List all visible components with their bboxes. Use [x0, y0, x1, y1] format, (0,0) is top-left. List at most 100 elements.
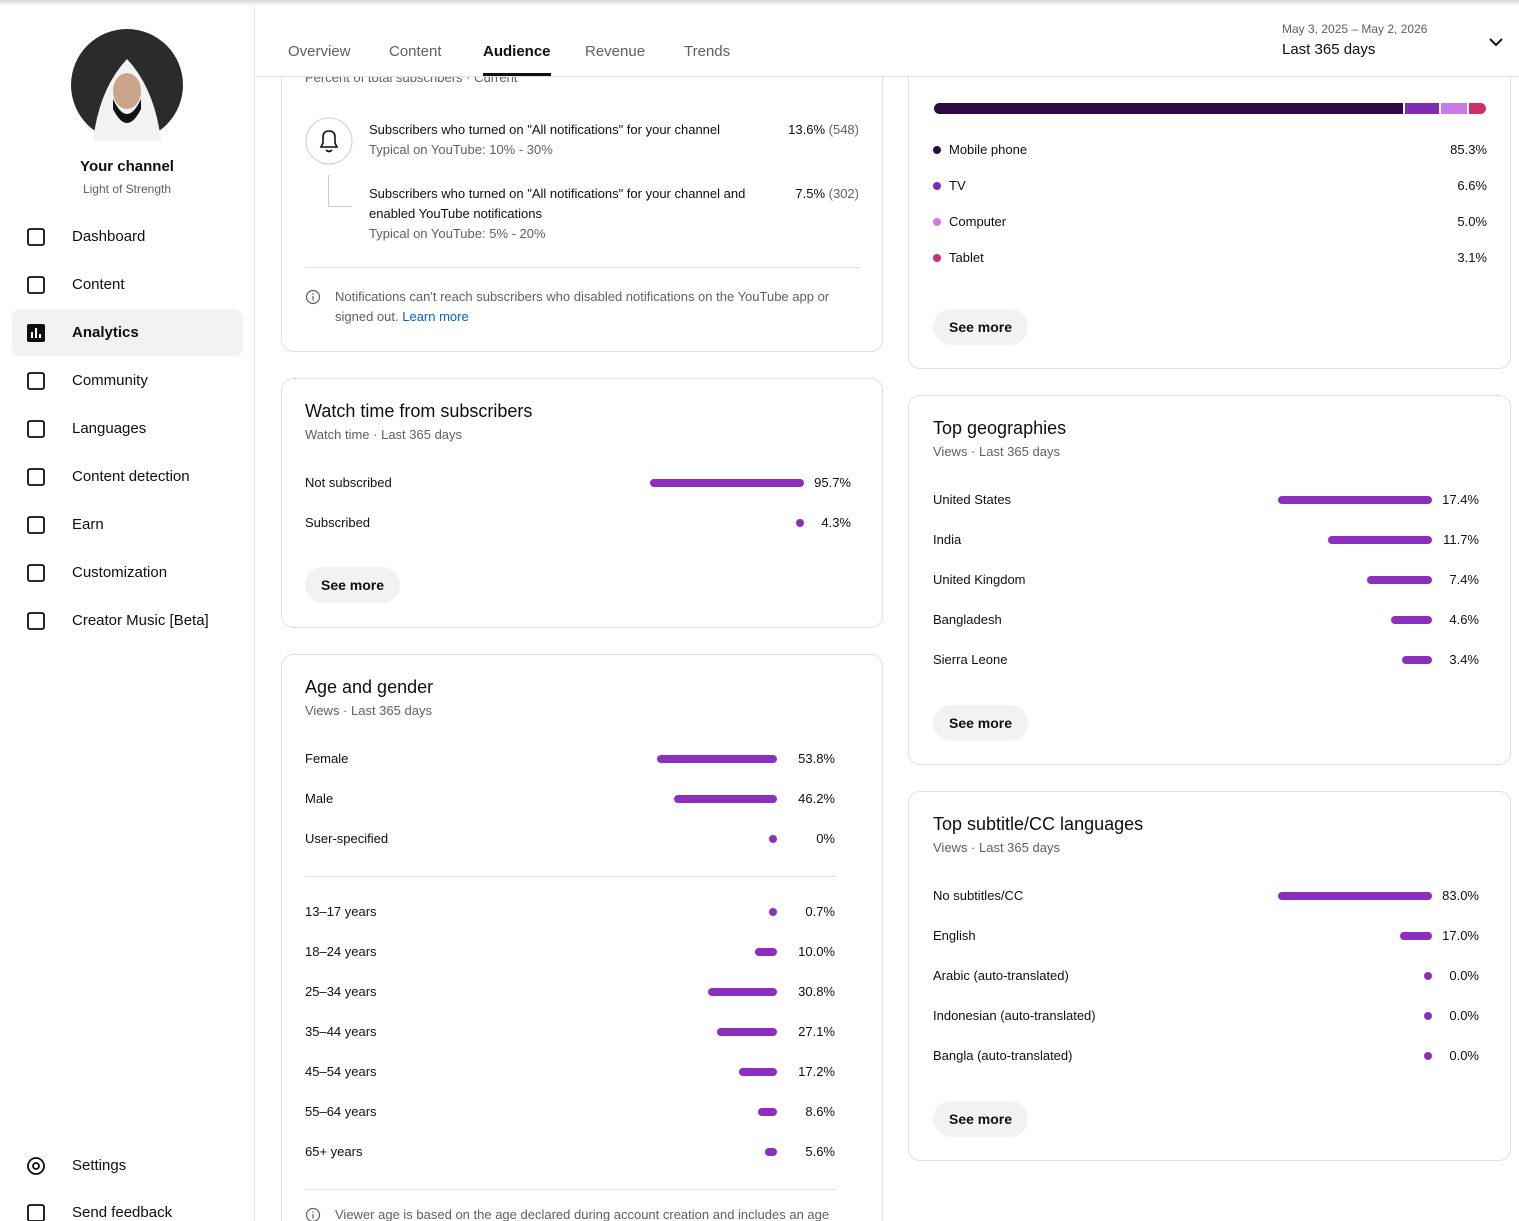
device-value: 5.0% — [1457, 214, 1487, 229]
footer-nav-icon-svg — [27, 1204, 45, 1221]
nav-item[interactable]: Customization — [72, 564, 168, 581]
bar — [1401, 656, 1432, 664]
row-value: 8.6% — [805, 1104, 835, 1119]
bar — [796, 519, 804, 527]
info-icon — [305, 289, 321, 310]
bar — [673, 795, 777, 803]
nav-item[interactable]: Creator Music [Beta] — [72, 612, 209, 629]
row-label: Subscribed — [305, 515, 371, 530]
bar — [769, 908, 777, 916]
row-label: 55–64 years — [305, 1104, 377, 1119]
tab[interactable]: Content — [389, 43, 442, 60]
row-value: 0.0% — [1449, 968, 1479, 983]
row-label: United States — [933, 492, 1012, 507]
row-value: 3.4% — [1449, 652, 1479, 667]
bar — [650, 479, 804, 487]
nav-item[interactable]: Content — [72, 276, 125, 293]
bell-icon-svg — [305, 117, 353, 165]
learn-more-link[interactable]: Learn more — [402, 309, 469, 324]
legend-dot — [933, 218, 941, 226]
tab[interactable]: Overview — [288, 43, 351, 60]
row-value: 17.4% — [1442, 492, 1479, 507]
info-icon-svg — [305, 1207, 321, 1221]
legend-dot — [933, 254, 941, 262]
row-value: 17.2% — [798, 1064, 835, 1079]
nav-item[interactable]: Analytics — [72, 324, 139, 341]
row-value: 0.0% — [1449, 1048, 1479, 1063]
bar — [1400, 932, 1432, 940]
see-more-button[interactable]: See more — [933, 309, 1029, 345]
nav-item[interactable]: Earn — [72, 516, 104, 533]
note-text: Notifications can't reach subscribers wh… — [335, 289, 830, 324]
nav-icon-svg — [27, 324, 45, 342]
footer-nav-icon-svg — [27, 1157, 45, 1175]
top-shadow — [0, 0, 1519, 6]
row-label: Sierra Leone — [933, 652, 1008, 667]
device-name: Tablet — [949, 250, 984, 265]
bar — [769, 835, 777, 843]
see-more-button[interactable]: See more — [933, 1101, 1029, 1137]
nav-active-bg — [12, 309, 243, 356]
card-subtitle: Views · Last 365 days — [933, 444, 1060, 459]
nav-icon — [24, 417, 48, 446]
tab-underline — [483, 73, 551, 76]
row-label: No subtitles/CC — [933, 888, 1024, 903]
row-value: 7.4% — [1449, 572, 1479, 587]
bar — [1278, 496, 1432, 504]
row-value: 27.1% — [798, 1024, 835, 1039]
notification-count: (302) — [828, 186, 859, 201]
row-label: 13–17 years — [305, 904, 377, 919]
device-segment — [934, 103, 1405, 114]
info-icon-svg — [305, 289, 321, 305]
nav-item[interactable]: Community — [72, 372, 148, 389]
row-label: Male — [305, 791, 334, 806]
row-label: 35–44 years — [305, 1024, 377, 1039]
card-title: Top subtitle/CC languages — [933, 814, 1144, 834]
see-more-button[interactable]: See more — [305, 567, 401, 603]
nav-item[interactable]: Languages — [72, 420, 147, 437]
period: Last 365 days — [1282, 41, 1376, 58]
nav-icon-svg — [27, 516, 45, 534]
period-dropdown[interactable] — [1484, 30, 1508, 59]
row-label: United Kingdom — [933, 572, 1026, 587]
notification-percent: 13.6% — [788, 122, 826, 137]
footer-nav-icon — [24, 1154, 48, 1183]
device-name: Mobile phone — [949, 142, 1028, 157]
avatar — [71, 29, 183, 146]
notification-typical: Typical on YouTube: 10% - 30% — [369, 142, 553, 157]
bar — [738, 1068, 777, 1076]
bar — [716, 1028, 777, 1036]
footer-nav-item[interactable]: Send feedback — [72, 1204, 173, 1221]
see-more-button[interactable]: See more — [933, 705, 1029, 741]
row-label: 18–24 years — [305, 944, 377, 959]
tab[interactable]: Revenue — [585, 43, 646, 60]
row-label: Bangla (auto-translated) — [933, 1048, 1073, 1063]
tab[interactable]: Audience — [483, 43, 551, 60]
notification-value: 7.5% (302) — [795, 185, 859, 203]
bar — [754, 948, 777, 956]
footer-nav-item[interactable]: Settings — [72, 1157, 127, 1174]
row-value: 10.0% — [798, 944, 835, 959]
tab[interactable]: Trends — [684, 43, 731, 60]
row-label: User-specified — [305, 831, 389, 846]
row-value: 4.6% — [1449, 612, 1479, 627]
connector-line — [328, 175, 352, 207]
row-label: Not subscribed — [305, 475, 392, 490]
row-value: 95.7% — [814, 475, 851, 490]
device-value: 85.3% — [1450, 142, 1487, 157]
bar — [1424, 972, 1432, 980]
row-value: 0.0% — [1449, 1008, 1479, 1023]
row-label: 45–54 years — [305, 1064, 377, 1079]
nav-item[interactable]: Dashboard — [72, 228, 146, 245]
nav-icon — [24, 273, 48, 302]
nav-icon — [24, 609, 48, 638]
nav-icon-svg — [27, 276, 45, 294]
row-label: English — [933, 928, 976, 943]
nav-item[interactable]: Content detection — [72, 468, 190, 485]
nav-icon — [24, 321, 48, 350]
row-value: 46.2% — [798, 791, 835, 806]
subtitles-card — [908, 791, 1511, 1161]
device-name: TV — [949, 178, 966, 193]
card-title: Watch time from subscribers — [305, 401, 533, 421]
bar — [1424, 1052, 1432, 1060]
